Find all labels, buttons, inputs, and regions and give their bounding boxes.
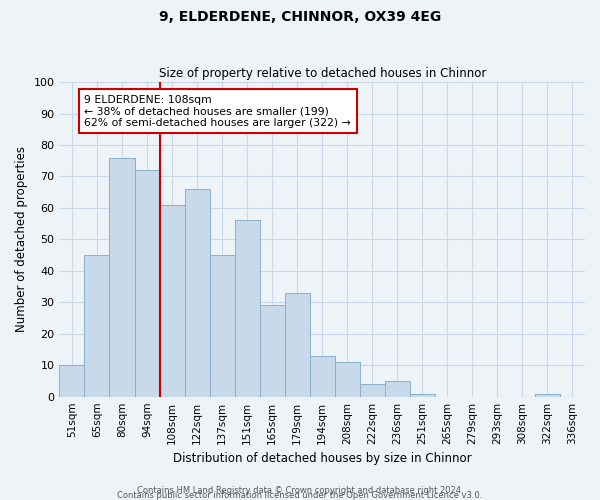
Bar xyxy=(260,306,284,396)
Bar xyxy=(109,158,134,396)
Bar xyxy=(235,220,260,396)
Title: Size of property relative to detached houses in Chinnor: Size of property relative to detached ho… xyxy=(158,66,486,80)
Bar xyxy=(385,381,410,396)
Bar xyxy=(360,384,385,396)
Text: Contains HM Land Registry data © Crown copyright and database right 2024.: Contains HM Land Registry data © Crown c… xyxy=(137,486,463,495)
X-axis label: Distribution of detached houses by size in Chinnor: Distribution of detached houses by size … xyxy=(173,452,472,465)
Bar xyxy=(284,293,310,397)
Bar xyxy=(410,394,435,396)
Text: Contains public sector information licensed under the Open Government Licence v3: Contains public sector information licen… xyxy=(118,491,482,500)
Bar xyxy=(335,362,360,396)
Bar xyxy=(209,255,235,396)
Text: 9 ELDERDENE: 108sqm
← 38% of detached houses are smaller (199)
62% of semi-detac: 9 ELDERDENE: 108sqm ← 38% of detached ho… xyxy=(85,94,351,128)
Y-axis label: Number of detached properties: Number of detached properties xyxy=(15,146,28,332)
Bar xyxy=(185,189,209,396)
Text: 9, ELDERDENE, CHINNOR, OX39 4EG: 9, ELDERDENE, CHINNOR, OX39 4EG xyxy=(159,10,441,24)
Bar xyxy=(310,356,335,397)
Bar xyxy=(85,255,109,396)
Bar xyxy=(535,394,560,396)
Bar xyxy=(59,365,85,396)
Bar xyxy=(134,170,160,396)
Bar xyxy=(160,205,185,396)
